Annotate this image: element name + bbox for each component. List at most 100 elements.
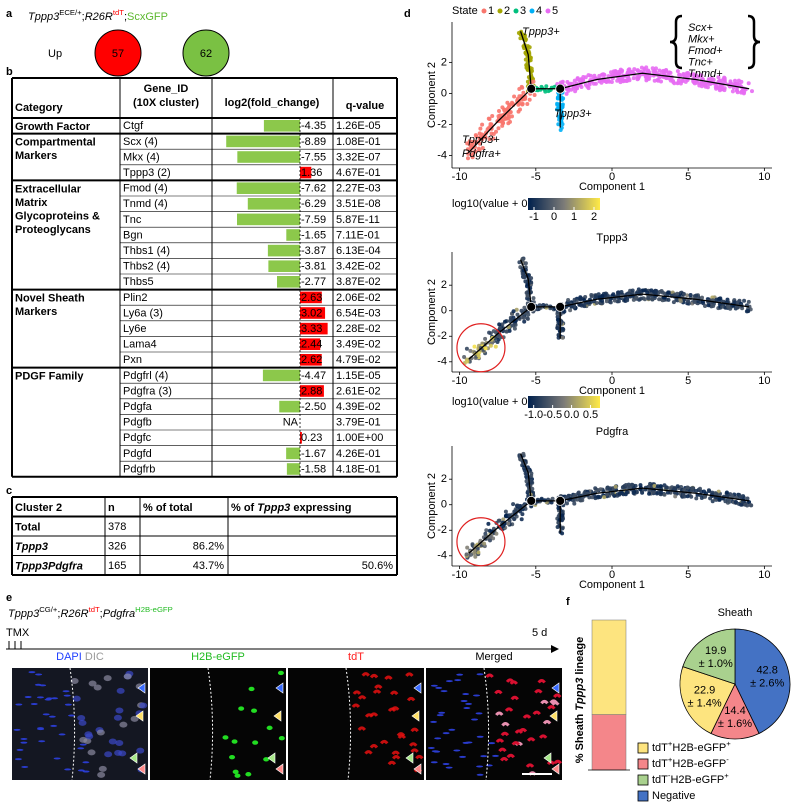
cell-point [702,489,706,494]
cell-point [520,85,525,90]
fold-change-cell: 3.33 [301,323,322,335]
gfp-nucleus [277,670,284,676]
pie-error-label: ± 1.4% [688,698,722,710]
trajectory [560,293,750,308]
fold-change-cell: -4.35 [301,120,326,132]
tdt-fibre [352,690,362,695]
cell-point [464,552,469,557]
cell-point [664,69,669,74]
cell-point [469,552,473,557]
nucleus [476,765,484,768]
gfp-nucleus [232,769,239,775]
cell-point [598,487,603,492]
pie-title: Sheath [718,607,753,619]
texture [88,680,97,687]
gfp-nucleus [245,772,252,777]
cell-point [498,113,502,118]
q-value-cell: 4.79E-02 [336,354,381,366]
category-cell: PDGF Family [15,371,84,383]
q-value-cell: 3.87E-02 [336,276,381,288]
cell-point [718,296,723,301]
cell-point [518,457,523,462]
colorbar-tick-label: 0.5 [583,409,598,421]
cell-point [546,89,551,94]
cell-point [531,79,536,84]
nucleus [45,697,53,700]
texture [72,695,81,702]
cell-point [488,534,493,539]
cell-point [620,77,625,82]
percent-cell: 50.6% [362,560,393,572]
merged-signal [522,714,532,719]
cell-point [740,88,745,93]
tdt-fibre [357,726,367,731]
fold-change-bar [237,151,300,163]
cell-point [487,330,492,335]
cell-point [590,495,595,500]
q-value-cell: 1.08E-01 [336,136,381,148]
gene-cell: Thbs2 (4) [123,261,170,273]
fold-change-bar [279,400,300,413]
fold-change-bar [277,276,300,288]
cell-point [526,297,531,302]
channel-label: tdT [348,651,364,663]
trajectory [468,500,532,554]
cell-point [659,79,663,84]
nucleus [462,693,470,696]
cluster-annotation: Tnmd+ [688,68,723,80]
count-cell: 378 [108,521,126,533]
tdt-fibre [387,760,397,766]
cell-point [476,353,481,358]
plot-title: Pdgfra [596,426,629,438]
cell-point [526,312,531,317]
cell-point [472,344,477,349]
cell-point [577,79,582,83]
cell-point [525,316,530,321]
cell-point [486,116,491,121]
tmx-label: TMX [6,627,30,639]
x-tick-label: 10 [758,171,770,183]
stacked-bar [591,714,627,771]
cell-point [650,297,655,302]
cluster-annotation: Tppp3+ [462,134,500,146]
colorbar-tick-label: 1 [571,211,577,223]
fold-change-cell: -3.87 [301,245,326,257]
cell-point [689,494,694,499]
cell-point [556,333,561,337]
legend-title: State [452,5,478,17]
cell-point [575,76,580,81]
cell-point [585,84,590,89]
cell-point [657,297,662,302]
nucleus [471,718,479,721]
boundary [345,667,352,781]
texture [113,714,122,721]
panel-letter: e [6,592,12,604]
q-value-cell: 1.00E+00 [336,432,383,444]
q-value-cell: 4.67E-01 [336,167,381,179]
cell-point [566,493,571,498]
nucleus [438,711,446,714]
tdt-fibre [380,739,389,745]
cell-point [730,494,735,499]
cell-point [560,335,565,340]
nucleus [476,735,484,738]
merged-signal [511,741,520,746]
nucleus [435,686,443,689]
merged-signal [553,759,563,765]
cell-point [555,311,560,316]
cell-point [473,149,478,154]
cell-point [483,531,488,536]
nucleus [68,714,76,717]
micrograph [426,668,562,780]
gfp-nucleus [234,773,241,778]
text-segment: CG/+ [39,605,58,614]
category-cell: Proteoglycans [15,224,91,236]
gene-cell: Ctgf [123,120,144,132]
cell-point [500,123,505,128]
cell-point [572,78,577,83]
branch-node [555,495,566,506]
cell-point [739,494,743,499]
gene-cell: Bgn [123,229,143,241]
nucleus [434,737,442,740]
legend-swatch [481,8,487,14]
